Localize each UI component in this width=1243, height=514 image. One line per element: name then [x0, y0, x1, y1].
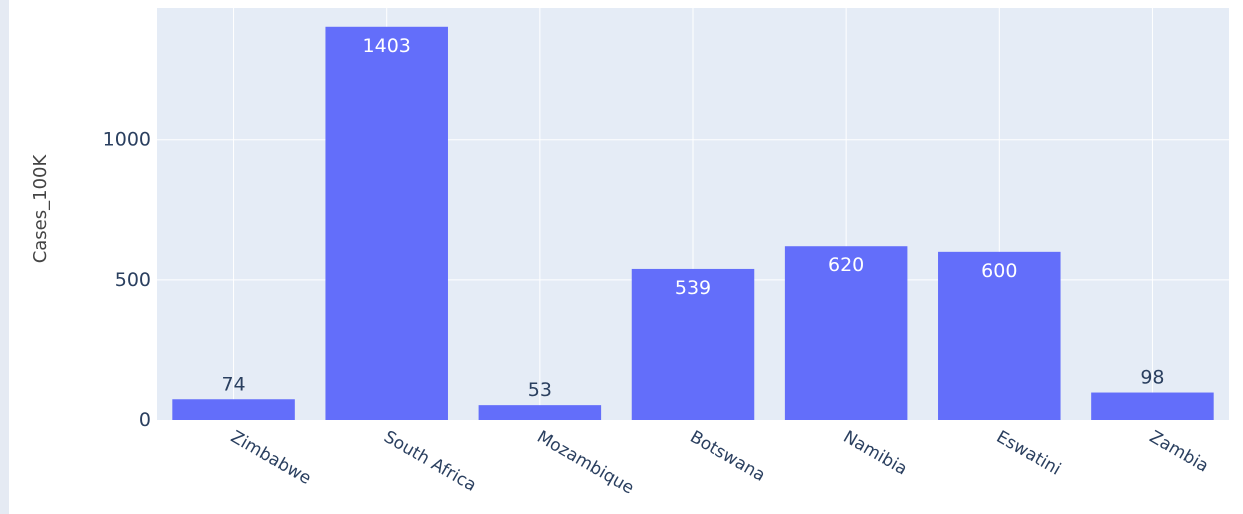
bar-value-label: 53: [528, 379, 552, 401]
bar-zambia[interactable]: [1091, 392, 1214, 420]
x-tick-label: Namibia: [840, 427, 911, 480]
bar-botswana[interactable]: [631, 268, 755, 420]
x-tick-label: Mozambique: [533, 427, 637, 499]
bar-value-label: 98: [1140, 367, 1164, 389]
bar-value-label: 620: [828, 254, 864, 276]
bar-eswatini[interactable]: [938, 251, 1061, 420]
y-tick-label: 0: [139, 409, 151, 431]
x-tick-label: Zimbabwe: [227, 427, 314, 489]
x-tick-labels: Zimbabwe South Africa Mozambique Botswana Na…: [227, 427, 1212, 499]
left-edge-strip: [0, 0, 9, 514]
bar-mozambique[interactable]: [478, 405, 602, 420]
x-tick-label: South Africa: [380, 427, 479, 496]
y-tick-label: 1000: [103, 129, 151, 151]
bar-value-label: 74: [221, 373, 245, 395]
bar-zimbabwe[interactable]: [172, 399, 295, 420]
x-tick-label: Eswatini: [993, 427, 1064, 480]
bar-south-africa[interactable]: [325, 26, 448, 421]
bar-value-label: 1403: [363, 35, 411, 57]
bars: [172, 26, 1214, 421]
x-tick-label: Zambia: [1146, 427, 1212, 477]
y-tick-labels: 0 500 1000: [103, 129, 151, 431]
y-tick-label: 500: [115, 269, 151, 291]
y-axis-title: Cases_100K: [30, 154, 51, 264]
x-tick-label: Botswana: [687, 427, 769, 486]
bar-namibia[interactable]: [784, 246, 908, 420]
bar-value-label: 600: [981, 260, 1017, 282]
bar-value-labels: 74 1403 53 539 620 600 98: [221, 35, 1164, 401]
bar-value-label: 539: [675, 277, 711, 299]
